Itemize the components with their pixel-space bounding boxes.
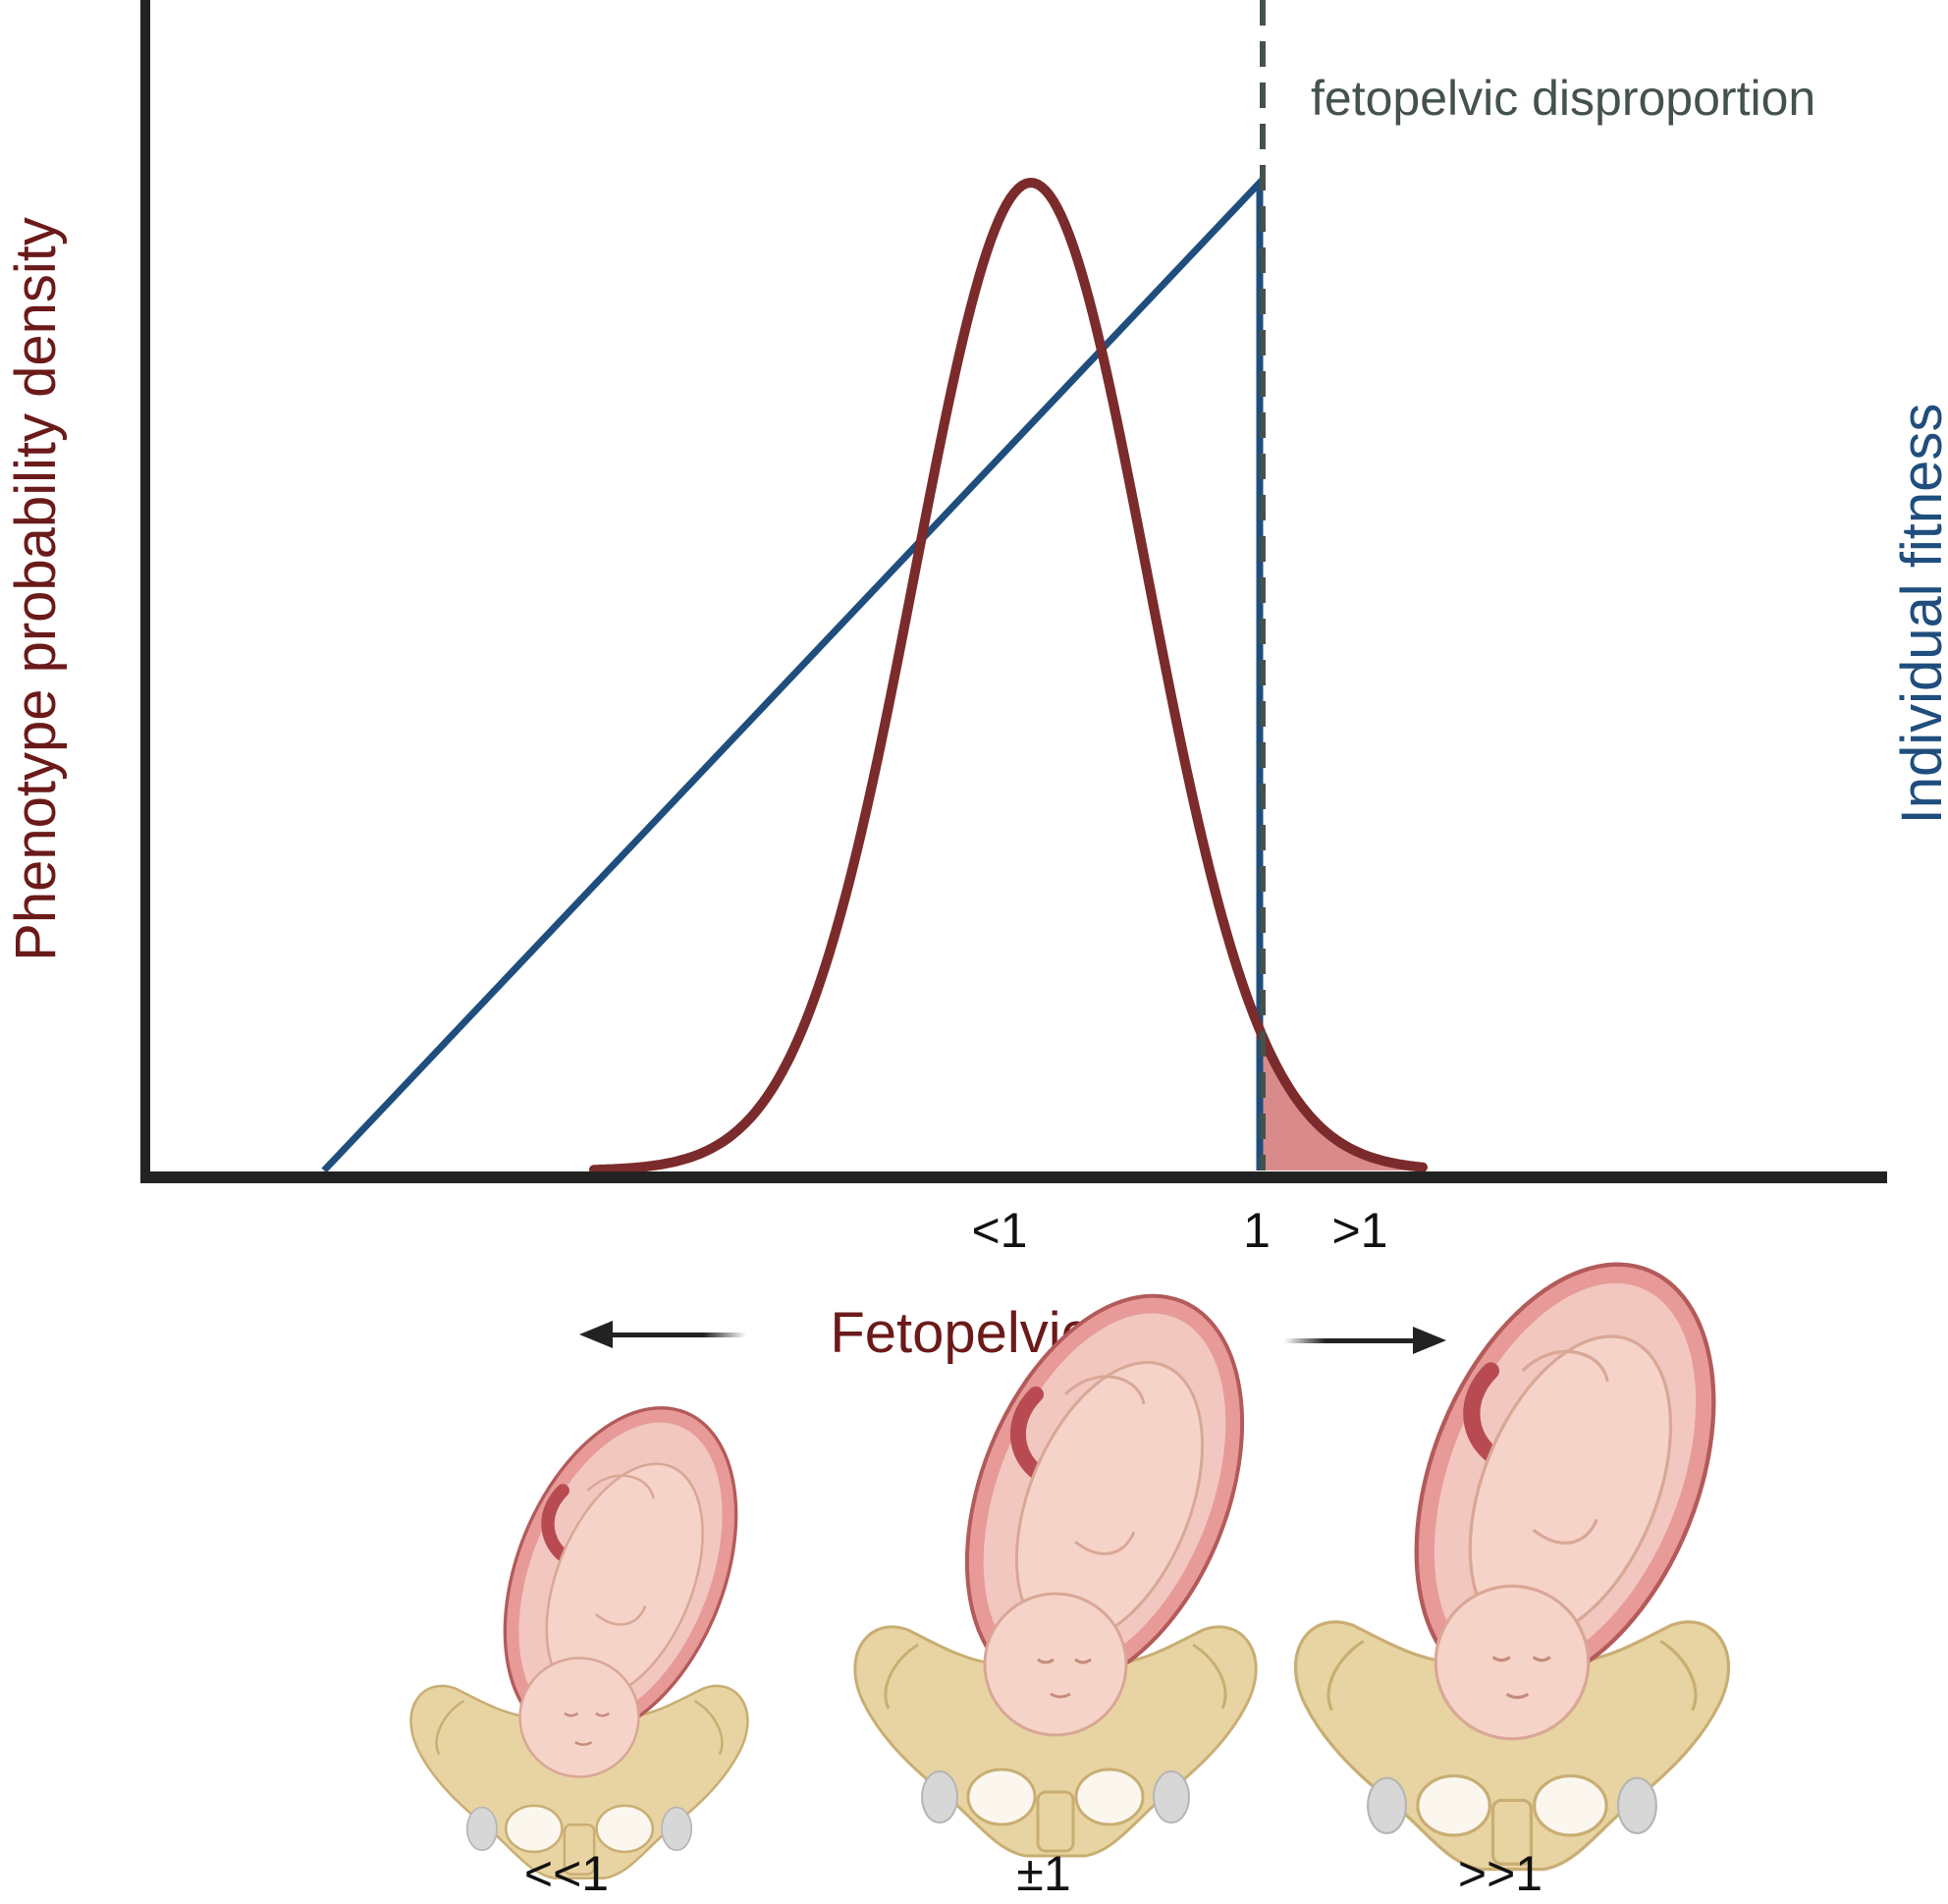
- pregnant-uterus-pelvis-icon: [411, 1374, 782, 1878]
- arrow-right-icon: [1284, 1327, 1446, 1354]
- arrow-left-icon: [579, 1321, 746, 1348]
- illustration-large-ratio: >>1: [1296, 1221, 1772, 1901]
- tick-label-below-one: <1: [971, 1203, 1027, 1258]
- fitness-line: [321, 174, 1264, 1173]
- illustration-equal-ratio: ±1: [855, 1255, 1296, 1901]
- pregnant-uterus-pelvis-icon: [1296, 1221, 1772, 1869]
- illustration-label: ±1: [1016, 1846, 1070, 1899]
- illustration-label: <<1: [524, 1846, 609, 1899]
- y-axis-label: Phenotype probability density: [4, 217, 68, 961]
- threshold-label: fetopelvic disproportion: [1311, 71, 1815, 126]
- density-curve: [589, 177, 1428, 1175]
- fitness-axis-label: Individual fitness: [1890, 404, 1948, 825]
- illustration-small-ratio: <<1: [411, 1374, 782, 1901]
- illustration-label: >>1: [1458, 1846, 1542, 1899]
- tick-label-one: 1: [1243, 1203, 1271, 1258]
- tick-label-above-one: >1: [1331, 1203, 1387, 1258]
- disproportion-area: [1263, 1036, 1424, 1170]
